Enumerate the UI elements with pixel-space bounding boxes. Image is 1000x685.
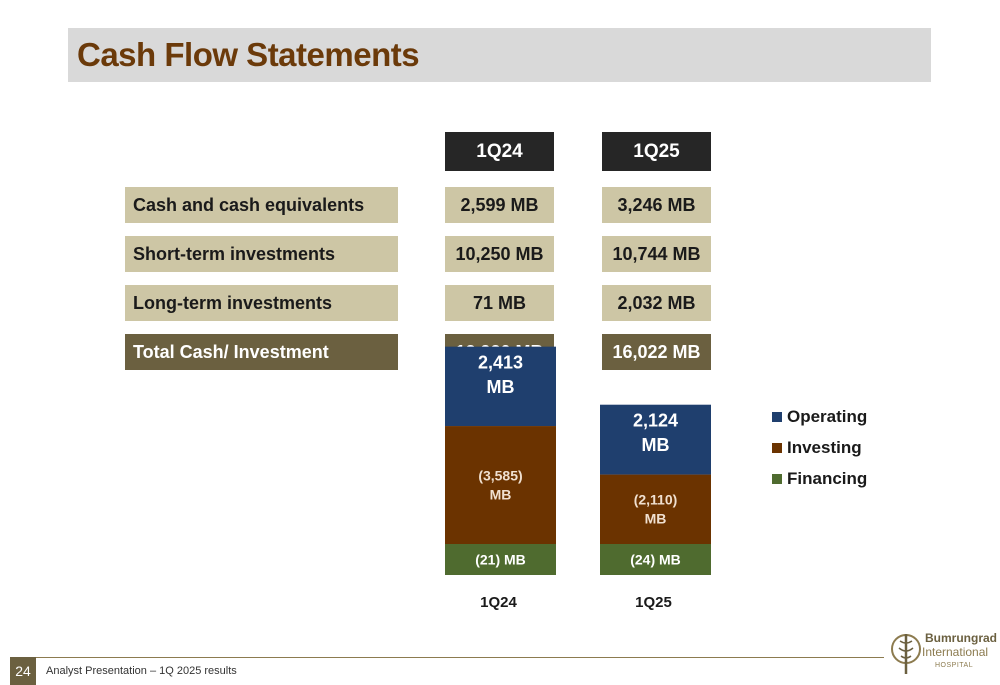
bar-operating-1q25 xyxy=(600,404,711,475)
data-label-operating-1q24: 2,413 xyxy=(478,353,523,373)
legend-swatch-operating xyxy=(772,411,782,422)
page-title: Cash Flow Statements xyxy=(77,36,420,73)
column-header-1q25: 1Q25 xyxy=(602,132,711,171)
data-label-financing-1q25: (24) MB xyxy=(630,551,681,567)
column-header-1q24: 1Q24 xyxy=(445,132,554,171)
data-label-investing-1q24: (3,585) xyxy=(478,467,522,483)
cell-short-term-1q24: 10,250 MB xyxy=(445,236,554,272)
data-label-investing-1q24: MB xyxy=(490,486,512,502)
bar-financing-1q24 xyxy=(445,544,556,575)
legend-label-financing: Financing xyxy=(787,468,868,488)
cell-short-term-1q25: 10,744 MB xyxy=(602,236,711,272)
title-bar: Cash Flow Statements xyxy=(68,28,931,82)
data-label-operating-1q24: MB xyxy=(487,377,515,397)
logo-tagline: HOSPITAL xyxy=(935,662,974,669)
bar-financing-1q25 xyxy=(600,544,711,575)
bumrungrad-logo: Bumrungrad International HOSPITAL xyxy=(889,628,997,678)
footer-divider xyxy=(10,657,884,658)
bar-investing-1q25 xyxy=(600,474,711,544)
x-tick-label-1q24: 1Q24 xyxy=(480,594,517,611)
cell-cash-1q25: 3,246 MB xyxy=(602,187,711,223)
data-label-operating-1q25: 2,124 xyxy=(633,411,678,431)
cell-long-term-1q25: 2,032 MB xyxy=(602,285,711,321)
cell-long-term-1q24: 71 MB xyxy=(445,285,554,321)
legend-label-investing: Investing xyxy=(787,437,862,457)
logo-subtitle: International xyxy=(922,645,989,659)
logo-name: Bumrungrad xyxy=(925,631,997,645)
chart-legend: Operating Investing Financing xyxy=(772,401,867,494)
cell-cash-1q24: 2,599 MB xyxy=(445,187,554,223)
legend-item-investing: Investing xyxy=(772,432,867,463)
row-label-short-term: Short-term investments xyxy=(125,236,398,272)
x-tick-label-1q25: 1Q25 xyxy=(635,594,672,611)
caduceus-icon xyxy=(891,634,921,674)
legend-item-financing: Financing xyxy=(772,463,867,494)
row-label-cash: Cash and cash equivalents xyxy=(125,187,398,223)
data-label-investing-1q25: MB xyxy=(645,511,667,527)
legend-swatch-financing xyxy=(772,473,782,484)
row-label-long-term: Long-term investments xyxy=(125,285,398,321)
bar-operating-1q24 xyxy=(445,346,556,427)
data-label-financing-1q24: (21) MB xyxy=(475,551,526,567)
data-label-investing-1q25: (2,110) xyxy=(634,492,678,508)
cell-total-1q25: 16,022 MB xyxy=(602,334,711,370)
legend-item-operating: Operating xyxy=(772,401,867,432)
row-label-total: Total Cash/ Investment xyxy=(125,334,398,370)
page-number: 24 xyxy=(10,657,36,685)
legend-label-operating: Operating xyxy=(787,406,868,426)
bar-investing-1q24 xyxy=(445,426,556,544)
footer-text: Analyst Presentation – 1Q 2025 results xyxy=(46,665,237,677)
data-label-operating-1q25: MB xyxy=(642,435,670,455)
legend-swatch-investing xyxy=(772,442,782,453)
